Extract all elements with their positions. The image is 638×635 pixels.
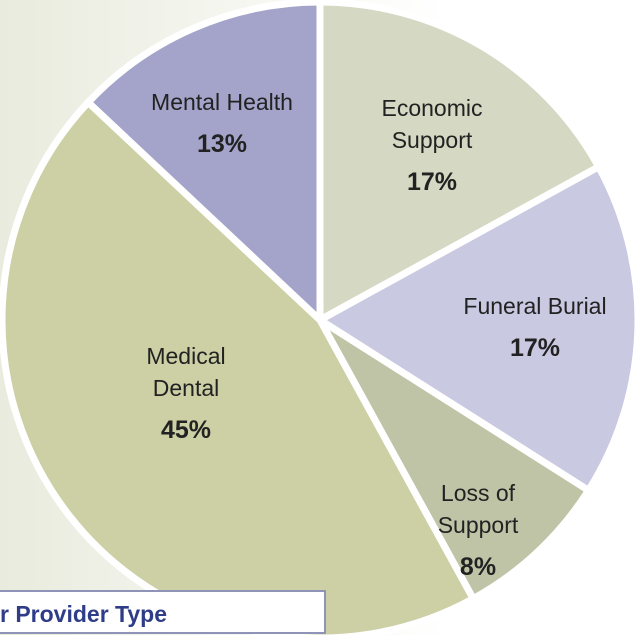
category-label: Funeral Burial — [463, 293, 607, 319]
category-label: Mental Health — [151, 89, 293, 115]
value-label: 45% — [160, 416, 212, 444]
pie-slice — [316, 316, 592, 603]
slice-label: Loss of Support 8% — [428, 477, 528, 583]
value-label: 17% — [406, 168, 458, 196]
category-label: Loss of Support — [437, 480, 519, 538]
pie-slice — [84, 0, 324, 324]
value-label: 8% — [459, 553, 497, 581]
slice-label: Medical Dental 45% — [136, 340, 236, 446]
value-label: 13% — [196, 130, 248, 158]
title-text: r Provider Type — [0, 601, 168, 627]
category-label: Economic Support — [381, 95, 483, 153]
slice-label: Economic Support 17% — [367, 92, 497, 198]
pie-slice — [316, 0, 603, 324]
slice-label: Mental Health 13% — [132, 86, 312, 160]
title-box: r Provider Type — [0, 590, 326, 634]
value-label: 17% — [509, 334, 561, 362]
pie-slice — [0, 98, 477, 635]
slice-label: Funeral Burial 17% — [445, 290, 625, 364]
category-label: Medical Dental — [146, 343, 226, 401]
